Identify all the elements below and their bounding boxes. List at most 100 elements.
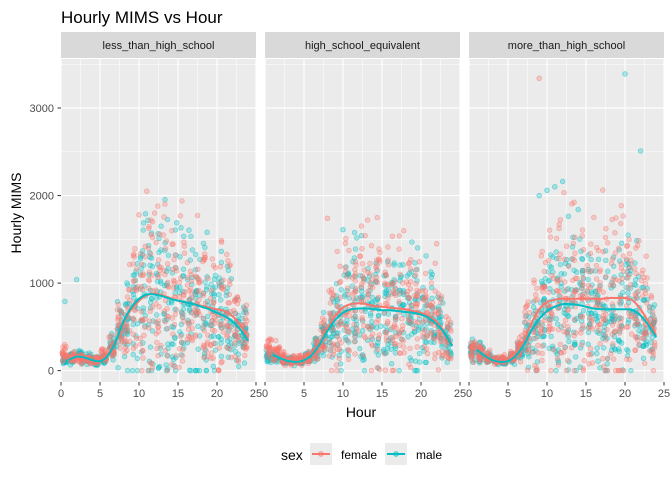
data-point	[564, 306, 571, 313]
data-point	[414, 336, 421, 342]
data-point	[561, 271, 568, 277]
x-tick-label: 25	[250, 388, 262, 400]
data-point	[391, 262, 397, 268]
data-point	[200, 345, 206, 351]
data-point	[601, 345, 607, 351]
data-point	[351, 338, 358, 345]
data-point	[608, 351, 614, 357]
data-point	[469, 343, 475, 349]
data-point	[401, 228, 407, 234]
data-point	[535, 342, 541, 349]
data-point	[140, 348, 146, 354]
data-point	[643, 300, 650, 306]
data-point	[161, 267, 167, 274]
data-point	[189, 319, 195, 325]
data-point	[609, 301, 616, 307]
data-point	[204, 284, 210, 290]
data-point	[148, 251, 154, 257]
data-point	[633, 245, 639, 251]
data-point	[232, 354, 238, 360]
data-point	[117, 340, 123, 346]
data-point	[137, 341, 144, 347]
data-point	[444, 323, 451, 330]
data-point	[155, 324, 161, 330]
data-point	[122, 344, 129, 350]
data-point	[557, 341, 563, 348]
data-point	[625, 232, 631, 238]
data-point	[137, 335, 144, 341]
data-point	[632, 347, 638, 353]
data-point	[146, 225, 152, 232]
data-point	[333, 362, 340, 368]
data-point	[397, 262, 403, 268]
data-point	[595, 256, 602, 262]
data-point	[539, 248, 545, 255]
data-point	[639, 278, 645, 284]
data-point	[200, 240, 207, 247]
data-point	[375, 346, 381, 353]
data-point	[162, 196, 168, 203]
data-point	[351, 229, 358, 236]
data-point	[422, 339, 429, 345]
x-tick-label: 5	[505, 388, 511, 400]
data-point	[571, 367, 577, 374]
data-point	[204, 274, 210, 280]
data-point	[139, 286, 146, 293]
data-point	[188, 278, 195, 284]
data-point	[126, 327, 133, 334]
data-point	[121, 353, 128, 360]
data-point	[382, 280, 388, 286]
data-point	[618, 240, 625, 247]
data-point	[195, 266, 201, 272]
data-point	[569, 201, 575, 207]
data-point	[432, 260, 438, 266]
data-point	[193, 251, 199, 258]
data-point	[376, 246, 382, 252]
data-point	[345, 285, 351, 291]
data-point	[604, 355, 611, 362]
data-point	[413, 267, 419, 273]
data-point	[231, 341, 238, 347]
data-point	[610, 356, 617, 362]
data-point	[579, 255, 585, 262]
data-point	[156, 257, 162, 263]
data-point	[604, 367, 611, 374]
data-point	[554, 355, 561, 362]
data-point	[549, 272, 555, 279]
data-point	[171, 322, 178, 328]
data-point	[155, 353, 161, 359]
data-point	[608, 312, 615, 319]
data-point	[305, 360, 311, 367]
data-point	[169, 228, 175, 234]
data-point	[533, 365, 540, 371]
data-point	[587, 314, 593, 320]
legend-label-female: female	[341, 448, 377, 462]
data-point	[195, 323, 201, 329]
data-point	[595, 247, 602, 254]
data-point	[368, 341, 375, 347]
data-point	[542, 317, 548, 323]
data-point	[389, 325, 395, 331]
data-point	[186, 227, 192, 233]
data-point	[126, 287, 132, 293]
data-point	[213, 317, 219, 323]
data-point	[401, 350, 407, 356]
data-point	[408, 279, 414, 285]
data-point	[170, 341, 176, 347]
data-point	[594, 345, 600, 351]
data-point	[224, 344, 230, 350]
data-point	[352, 246, 359, 252]
data-point	[181, 250, 188, 256]
data-point	[328, 367, 335, 374]
data-point	[385, 244, 391, 250]
data-point	[208, 342, 214, 349]
data-point	[532, 292, 539, 298]
data-point	[399, 316, 405, 322]
data-point	[171, 281, 177, 287]
data-point	[406, 295, 412, 301]
data-point	[357, 253, 364, 259]
data-point	[365, 288, 371, 294]
data-point	[209, 256, 216, 262]
data-point	[476, 354, 483, 361]
data-point	[147, 344, 154, 350]
